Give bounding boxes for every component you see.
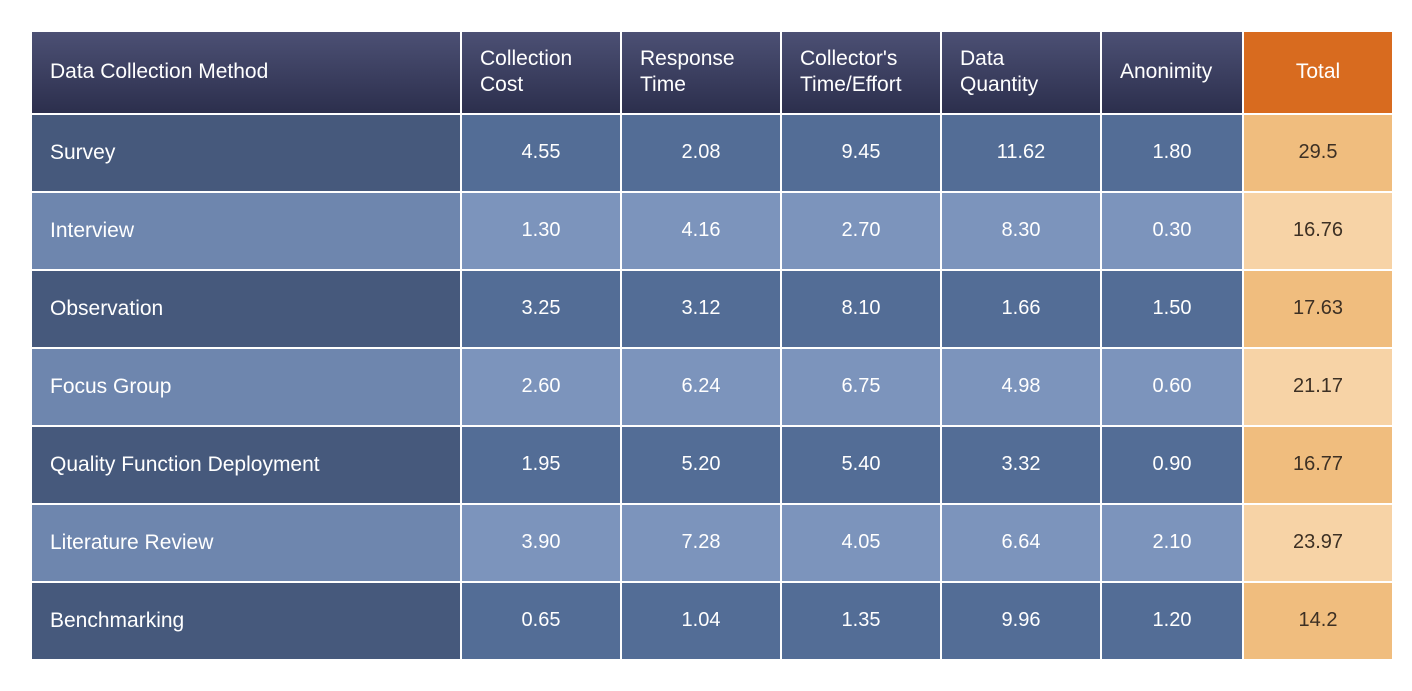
table-row: Observation3.253.128.101.661.5017.63 bbox=[32, 271, 1392, 347]
cell-resp: 3.12 bbox=[622, 271, 780, 347]
header-resp: Response Time bbox=[622, 32, 780, 113]
table-row: Benchmarking0.651.041.359.961.2014.2 bbox=[32, 583, 1392, 659]
cell-resp: 6.24 bbox=[622, 349, 780, 425]
cell-resp: 4.16 bbox=[622, 193, 780, 269]
table-row: Interview1.304.162.708.300.3016.76 bbox=[32, 193, 1392, 269]
cell-cost: 2.60 bbox=[462, 349, 620, 425]
table-row: Quality Function Deployment1.955.205.403… bbox=[32, 427, 1392, 503]
cell-qty: 9.96 bbox=[942, 583, 1100, 659]
cell-effort: 2.70 bbox=[782, 193, 940, 269]
cell-qty: 4.98 bbox=[942, 349, 1100, 425]
cell-anon: 1.50 bbox=[1102, 271, 1242, 347]
cell-anon: 0.30 bbox=[1102, 193, 1242, 269]
header-total: Total bbox=[1244, 32, 1392, 113]
cell-resp: 7.28 bbox=[622, 505, 780, 581]
row-label: Quality Function Deployment bbox=[32, 427, 460, 503]
cell-total: 23.97 bbox=[1244, 505, 1392, 581]
cell-anon: 1.80 bbox=[1102, 115, 1242, 191]
cell-anon: 0.90 bbox=[1102, 427, 1242, 503]
cell-total: 16.76 bbox=[1244, 193, 1392, 269]
row-label: Interview bbox=[32, 193, 460, 269]
header-method: Data Collection Method bbox=[32, 32, 460, 113]
header-effort: Collector's Time/Effort bbox=[782, 32, 940, 113]
cell-qty: 11.62 bbox=[942, 115, 1100, 191]
cell-cost: 4.55 bbox=[462, 115, 620, 191]
row-label: Survey bbox=[32, 115, 460, 191]
cell-effort: 6.75 bbox=[782, 349, 940, 425]
cell-effort: 8.10 bbox=[782, 271, 940, 347]
cell-total: 21.17 bbox=[1244, 349, 1392, 425]
cell-qty: 8.30 bbox=[942, 193, 1100, 269]
header-anon: Anonimity bbox=[1102, 32, 1242, 113]
cell-effort: 4.05 bbox=[782, 505, 940, 581]
row-label: Observation bbox=[32, 271, 460, 347]
cell-qty: 1.66 bbox=[942, 271, 1100, 347]
table-body: Survey4.552.089.4511.621.8029.5Interview… bbox=[32, 115, 1392, 659]
table-row: Focus Group2.606.246.754.980.6021.17 bbox=[32, 349, 1392, 425]
table-row: Literature Review3.907.284.056.642.1023.… bbox=[32, 505, 1392, 581]
cell-cost: 1.95 bbox=[462, 427, 620, 503]
cell-cost: 0.65 bbox=[462, 583, 620, 659]
cell-resp: 2.08 bbox=[622, 115, 780, 191]
cell-effort: 9.45 bbox=[782, 115, 940, 191]
cell-cost: 3.90 bbox=[462, 505, 620, 581]
cell-effort: 1.35 bbox=[782, 583, 940, 659]
cell-effort: 5.40 bbox=[782, 427, 940, 503]
cell-total: 17.63 bbox=[1244, 271, 1392, 347]
row-label: Focus Group bbox=[32, 349, 460, 425]
cell-anon: 1.20 bbox=[1102, 583, 1242, 659]
cell-resp: 5.20 bbox=[622, 427, 780, 503]
cell-total: 16.77 bbox=[1244, 427, 1392, 503]
cell-total: 29.5 bbox=[1244, 115, 1392, 191]
cell-qty: 6.64 bbox=[942, 505, 1100, 581]
row-label: Literature Review bbox=[32, 505, 460, 581]
cell-qty: 3.32 bbox=[942, 427, 1100, 503]
cell-cost: 1.30 bbox=[462, 193, 620, 269]
row-label: Benchmarking bbox=[32, 583, 460, 659]
header-cost: Collection Cost bbox=[462, 32, 620, 113]
table-row: Survey4.552.089.4511.621.8029.5 bbox=[32, 115, 1392, 191]
cell-anon: 2.10 bbox=[1102, 505, 1242, 581]
cell-anon: 0.60 bbox=[1102, 349, 1242, 425]
cell-cost: 3.25 bbox=[462, 271, 620, 347]
table-header: Data Collection Method Collection Cost R… bbox=[32, 32, 1392, 113]
header-row: Data Collection Method Collection Cost R… bbox=[32, 32, 1392, 113]
header-qty: Data Quantity bbox=[942, 32, 1100, 113]
cell-total: 14.2 bbox=[1244, 583, 1392, 659]
data-collection-table: Data Collection Method Collection Cost R… bbox=[30, 30, 1394, 661]
cell-resp: 1.04 bbox=[622, 583, 780, 659]
